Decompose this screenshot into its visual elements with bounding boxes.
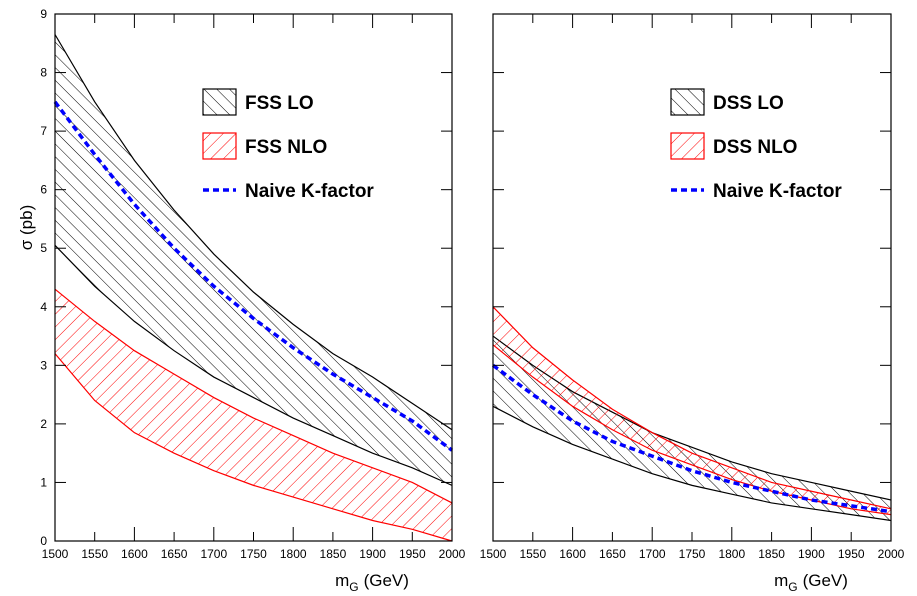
y-tick-label: 1 [40,475,47,489]
x-tick-label: 2000 [878,547,905,561]
x-tick-label: 1550 [81,547,108,561]
band-lower [492,405,892,522]
x-axis-title: mG (GeV) [774,571,848,594]
x-tick-label: 1500 [42,547,69,561]
band-lower [54,244,453,486]
band-upper [492,306,892,510]
x-axis-title-rest: (GeV) [364,571,409,590]
panel: 0 1 2 3 4 5 6 7 8 9 1500 1550 1600 1650 1700 1750 1800 18… [17,7,466,594]
line [491,363,892,514]
band-upper [54,34,453,431]
x-axis-title-main: m [335,571,349,590]
x-axis-title-sub: G [788,580,797,594]
x-tick-label: 1900 [359,547,386,561]
legend-swatch [202,132,237,160]
x-tick-label: 1600 [121,547,148,561]
x-tick-label: 1850 [320,547,347,561]
x-tick-label: 1800 [280,547,307,561]
y-tick-label: 0 [40,534,47,548]
x-tick-label: 1800 [718,547,745,561]
x-tick-label: 1550 [519,547,546,561]
y-tick-label: 7 [40,124,47,138]
x-axis-title-sub: G [349,580,358,594]
legend-label: DSS NLO [713,137,797,158]
y-tick-label: 4 [40,300,47,314]
x-tick-label: 1950 [838,547,865,561]
legend-swatch [202,88,237,116]
band-fill [55,34,452,486]
legend-swatch [670,88,705,116]
legend-label: Naive K-factor [245,181,374,202]
band-lower [54,353,453,542]
x-axis-title-main: m [774,571,788,590]
band-upper [54,288,453,504]
y-tick-label: 9 [40,7,47,21]
x-tick-label: 1900 [798,547,825,561]
x-tick-label: 1850 [758,547,785,561]
x-tick-label: 2000 [439,547,466,561]
y-tick-label: 6 [40,183,47,197]
legend-label: FSS NLO [245,137,327,158]
x-tick-label: 1650 [161,547,188,561]
y-tick-label: 8 [40,66,47,80]
x-tick-label: 1700 [200,547,227,561]
y-axis-title: σ (pb) [17,205,36,250]
legend-label: FSS LO [245,93,314,114]
x-tick-label: 1600 [559,547,586,561]
line [53,100,454,452]
x-tick-label: 1650 [599,547,626,561]
legend-swatch [670,132,705,160]
x-tick-label: 1750 [679,547,706,561]
x-axis-title: mG (GeV) [335,571,409,594]
y-tick-label: 3 [40,358,47,372]
legend-label: DSS LO [713,93,784,114]
legend-label: Naive K-factor [713,181,842,202]
y-tick-label: 2 [40,417,47,431]
panel: 1500 1550 1600 1650 1700 1750 1800 1850 1900 1950… [480,13,905,594]
x-tick-label: 1700 [639,547,666,561]
x-tick-label: 1750 [240,547,267,561]
y-tick-label: 5 [40,241,47,255]
x-tick-label: 1950 [399,547,426,561]
x-tick-label: 1500 [480,547,507,561]
band-fill [55,289,452,541]
x-axis-title-rest: (GeV) [803,571,848,590]
